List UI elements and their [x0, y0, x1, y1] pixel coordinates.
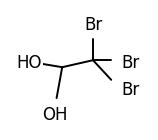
- Text: Br: Br: [84, 16, 102, 34]
- Text: OH: OH: [43, 106, 68, 124]
- Text: Br: Br: [121, 54, 139, 72]
- Text: HO: HO: [16, 54, 42, 72]
- Text: Br: Br: [121, 81, 139, 99]
